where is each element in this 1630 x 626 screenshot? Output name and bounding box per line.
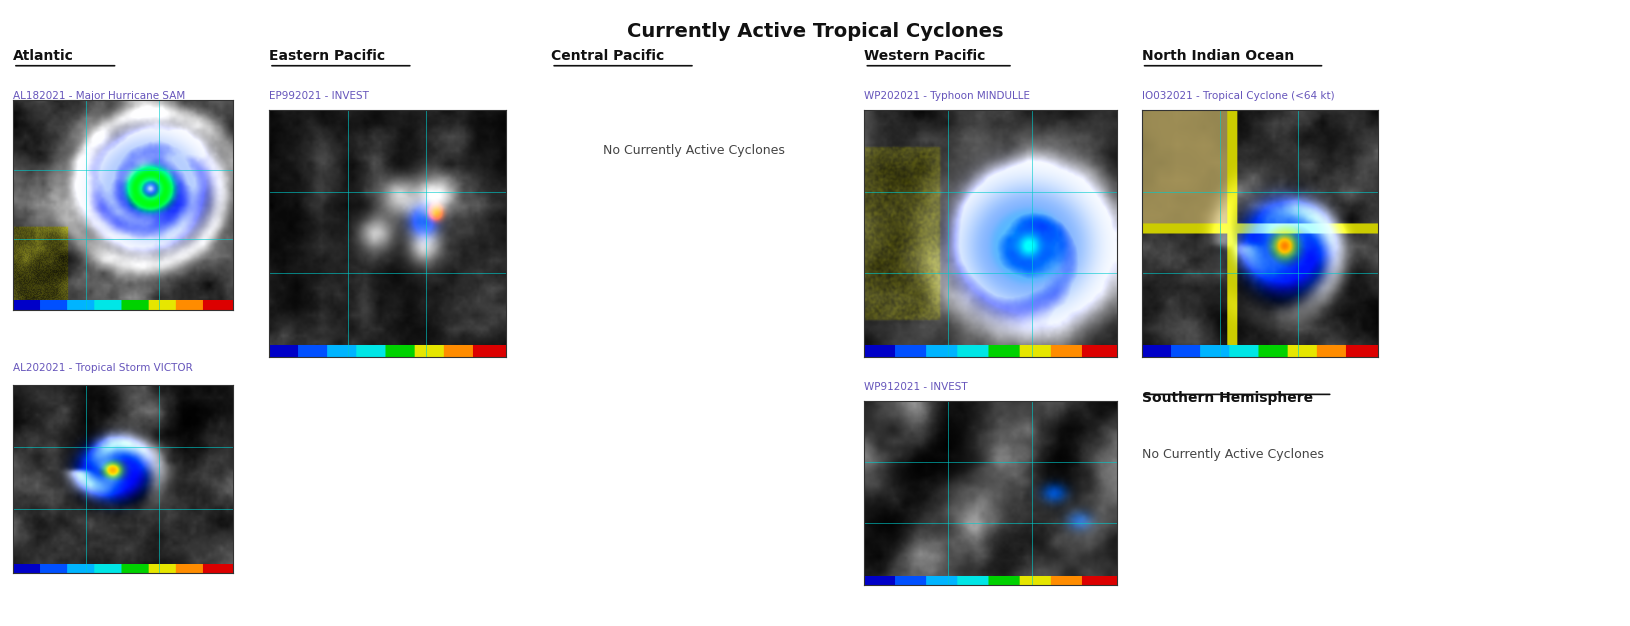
- Text: North Indian Ocean: North Indian Ocean: [1141, 49, 1293, 63]
- Text: GULAB: GULAB: [1141, 111, 1177, 121]
- Text: Eastern Pacific: Eastern Pacific: [269, 49, 385, 63]
- Text: WP912021 - INVEST: WP912021 - INVEST: [864, 382, 968, 392]
- Text: EP992021 - INVEST: EP992021 - INVEST: [269, 91, 368, 101]
- Text: IO032021 - Tropical Cyclone (<64 kt): IO032021 - Tropical Cyclone (<64 kt): [1141, 91, 1333, 101]
- Text: No Currently Active Cyclones: No Currently Active Cyclones: [603, 144, 786, 157]
- Text: Western Pacific: Western Pacific: [864, 49, 985, 63]
- Text: Currently Active Tropical Cyclones: Currently Active Tropical Cyclones: [628, 22, 1002, 41]
- Text: No Currently Active Cyclones: No Currently Active Cyclones: [1141, 448, 1324, 461]
- Text: WP202021 - Typhoon MINDULLE: WP202021 - Typhoon MINDULLE: [864, 91, 1030, 101]
- Text: Atlantic: Atlantic: [13, 49, 73, 63]
- Text: AL182021 - Major Hurricane SAM: AL182021 - Major Hurricane SAM: [13, 91, 186, 101]
- Text: Southern Hemisphere: Southern Hemisphere: [1141, 391, 1312, 405]
- Text: Central Pacific: Central Pacific: [551, 49, 663, 63]
- Text: AL202021 - Tropical Storm VICTOR: AL202021 - Tropical Storm VICTOR: [13, 363, 192, 373]
